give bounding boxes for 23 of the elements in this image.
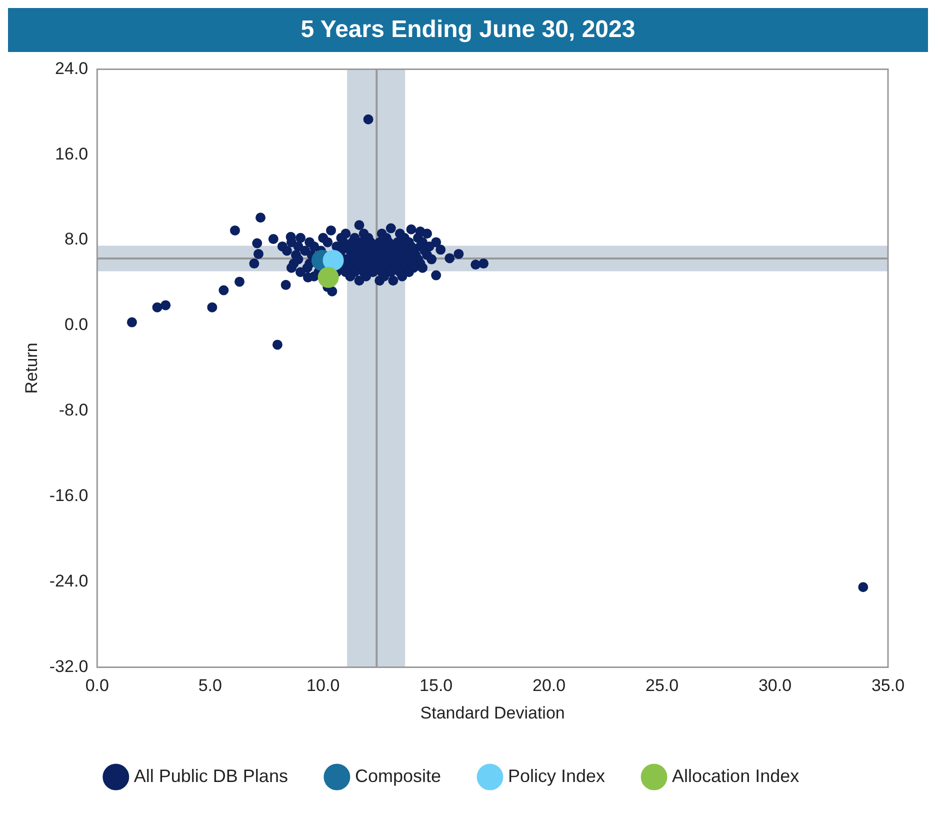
y-tick-label: 16.0	[55, 144, 88, 164]
x-tick-label: 5.0	[198, 676, 222, 696]
legend-label: Composite	[354, 766, 441, 786]
x-axis-title: Standard Deviation	[420, 703, 565, 722]
x-tick-label: 10.0	[306, 676, 340, 696]
x-tick-label: 15.0	[420, 676, 453, 696]
y-axis-title: Return	[22, 342, 41, 394]
y-tick-label: 24.0	[55, 58, 88, 78]
x-tick-label: 20.0	[532, 676, 566, 696]
y-tick-label: -16.0	[49, 486, 88, 506]
y-tick-label: -8.0	[58, 400, 88, 420]
x-tick-label: 35.0	[871, 676, 905, 696]
y-tick-label: -24.0	[49, 571, 88, 590]
x-tick-label: 25.0	[645, 676, 679, 696]
y-tick-label: 0.0	[64, 315, 88, 334]
x-tick-label: 0.0	[85, 676, 109, 696]
legend-label: All Public DB Plans	[134, 766, 288, 786]
legend-label: Policy Index	[508, 766, 606, 786]
x-tick-label: 30.0	[758, 676, 792, 696]
chart-title: 5 Years Ending June 30, 2023	[8, 8, 928, 52]
legend-label: Allocation Index	[672, 766, 800, 786]
y-tick-label: 8.0	[64, 230, 88, 249]
y-tick-label: -32.0	[49, 656, 88, 676]
